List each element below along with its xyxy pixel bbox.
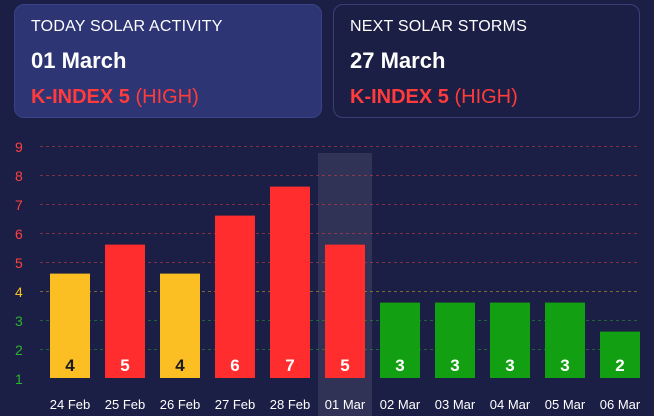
y-tick-label: 4	[15, 284, 23, 300]
x-tick-label: 28 Feb	[270, 397, 310, 412]
next-kindex-level: (HIGH)	[454, 86, 518, 108]
x-tick-label: 24 Feb	[50, 397, 90, 412]
bar-value-label: 4	[65, 356, 75, 375]
x-tick-label: 27 Feb	[215, 397, 255, 412]
y-tick-label: 9	[15, 140, 23, 155]
kindex-chart: 1 2 3 4 5 6 7 8 9 4 24 Feb 5 25 Feb 4 26 Feb 6 27 Feb 7 28…	[15, 140, 641, 416]
bar-value-label: 4	[175, 356, 185, 375]
bar-value-label: 7	[285, 356, 294, 375]
bar-value-label: 3	[505, 356, 514, 375]
bar-value-label: 5	[340, 356, 349, 375]
x-tick-label: 04 Mar	[490, 397, 531, 412]
y-tick-label: 2	[15, 342, 23, 358]
next-card-date: 27 March	[350, 48, 446, 73]
y-tick-label: 7	[15, 197, 23, 213]
k-index-bar[interactable]	[545, 302, 585, 378]
x-tick-label: 26 Feb	[160, 397, 200, 412]
x-tick-label: 25 Feb	[105, 397, 145, 412]
bar-value-label: 3	[395, 356, 404, 375]
today-kindex: K-INDEX 5 (HIGH)	[31, 86, 199, 109]
x-tick-label: 02 Mar	[380, 397, 421, 412]
k-index-bar[interactable]	[270, 186, 310, 378]
k-index-bar[interactable]	[215, 215, 255, 378]
today-card-date: 01 March	[31, 48, 127, 73]
today-kindex-level: (HIGH)	[135, 86, 199, 108]
x-tick-label: 06 Mar	[600, 397, 641, 412]
k-index-bar[interactable]	[50, 273, 90, 378]
k-index-bar[interactable]	[160, 273, 200, 378]
bar-value-label: 3	[560, 356, 569, 375]
x-tick-label: 03 Mar	[435, 397, 476, 412]
bar-value-label: 3	[450, 356, 459, 375]
k-index-bar[interactable]	[435, 302, 475, 378]
next-card-label: NEXT SOLAR STORMS	[350, 18, 528, 35]
y-tick-label: 3	[15, 313, 23, 329]
k-index-bar[interactable]	[325, 244, 365, 378]
bar-value-label: 5	[120, 356, 129, 375]
next-storms-card[interactable]: NEXT SOLAR STORMS 27 March K-INDEX 5 (HI…	[333, 4, 640, 118]
y-tick-label: 8	[15, 168, 23, 184]
next-kindex-value: K-INDEX 5	[350, 86, 449, 108]
x-tick-label: 05 Mar	[545, 397, 586, 412]
today-activity-card: TODAY SOLAR ACTIVITY 01 March K-INDEX 5 …	[14, 4, 322, 118]
y-tick-label: 1	[15, 371, 23, 387]
today-card-label: TODAY SOLAR ACTIVITY	[31, 18, 223, 35]
bar-value-label: 2	[615, 356, 624, 375]
x-tick-label: 01 Mar	[325, 397, 366, 412]
k-index-bar[interactable]	[490, 302, 530, 378]
k-index-bar[interactable]	[600, 331, 640, 378]
y-tick-label: 6	[15, 226, 23, 242]
next-kindex: K-INDEX 5 (HIGH)	[350, 86, 518, 109]
k-index-bar[interactable]	[105, 244, 145, 378]
k-index-bar[interactable]	[380, 302, 420, 378]
today-kindex-value: K-INDEX 5	[31, 86, 130, 108]
y-tick-label: 5	[15, 255, 23, 271]
bar-value-label: 6	[230, 356, 239, 375]
